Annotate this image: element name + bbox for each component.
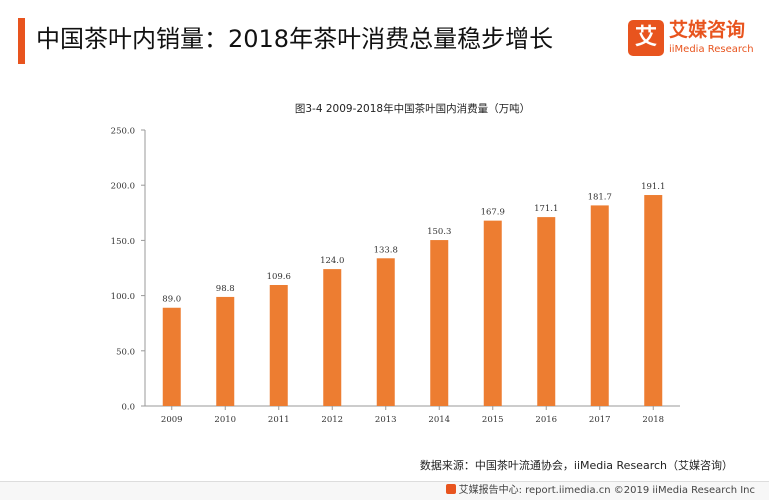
bar-value-label: 167.9 [481, 208, 505, 218]
brand-name-en: iiMedia Research [669, 44, 754, 55]
x-tick-label: 2015 [482, 415, 504, 425]
x-tick-label: 2018 [642, 415, 664, 425]
chart-title: 图3-4 2009-2018年中国茶叶国内消费量（万吨） [295, 102, 530, 115]
x-tick-label: 2012 [321, 415, 343, 425]
y-tick-label: 200.0 [111, 182, 135, 192]
bar [590, 205, 609, 406]
x-tick-label: 2011 [268, 415, 290, 425]
bar-value-label: 98.8 [216, 284, 235, 294]
bar-value-label: 89.0 [162, 295, 181, 305]
bar [483, 220, 502, 406]
bar-value-label: 171.1 [534, 204, 558, 214]
bar [430, 240, 449, 406]
bar-chart: 图3-4 2009-2018年中国茶叶国内消费量（万吨） 0.0 50.0 100.0… [111, 102, 680, 425]
y-tick-label: 50.0 [116, 347, 135, 357]
chart-container: 图3-4 2009-2018年中国茶叶国内消费量（万吨） 0.0 50.0 100.0… [0, 95, 769, 440]
bar [323, 269, 342, 406]
x-tick-label: 2016 [535, 415, 557, 425]
x-tick-label: 2010 [214, 415, 236, 425]
y-tick-label: 150.0 [111, 237, 135, 247]
y-tick-label: 250.0 [111, 127, 135, 137]
brand-logo[interactable]: 艾 艾媒咨询 iiMedia Research [628, 16, 758, 62]
bar-value-label: 109.6 [267, 272, 291, 282]
footer-text-wrap: 艾媒报告中心: report.iimedia.cn ©2019 iiMedia … [445, 484, 755, 498]
bar [537, 217, 556, 406]
x-tick-label: 2014 [428, 415, 450, 425]
bar-value-label: 133.8 [374, 245, 398, 255]
data-source-note: 数据来源：中国茶叶流通协会，iiMedia Research（艾媒咨询） [419, 459, 733, 472]
brand-name-cn: 艾媒咨询 [669, 19, 746, 41]
bar-value-label: 124.0 [320, 256, 344, 266]
x-tick-label: 2013 [375, 415, 397, 425]
bar [162, 307, 181, 406]
brand-badge-icon: 艾 [628, 20, 664, 56]
x-tick-label: 2017 [589, 415, 611, 425]
bar-value-label: 150.3 [427, 227, 451, 237]
bar [269, 285, 288, 406]
x-tick-label: 2009 [161, 415, 183, 425]
title-accent-bar [18, 18, 25, 64]
bar-value-label: 181.7 [588, 192, 612, 202]
footer-logo-icon [445, 484, 456, 494]
bar [376, 258, 395, 406]
y-tick-label: 0.0 [121, 403, 135, 413]
bar [644, 195, 663, 406]
y-tick-label: 100.0 [111, 292, 135, 302]
bar [216, 296, 235, 406]
page-title: 中国茶叶内销量：2018年茶叶消费总量稳步增长 [36, 25, 554, 53]
footer-bar: 艾媒报告中心: report.iimedia.cn ©2019 iiMedia … [0, 481, 769, 500]
footer-text: 艾媒报告中心: report.iimedia.cn ©2019 iiMedia … [458, 485, 755, 496]
bar-value-label: 191.1 [641, 182, 665, 192]
